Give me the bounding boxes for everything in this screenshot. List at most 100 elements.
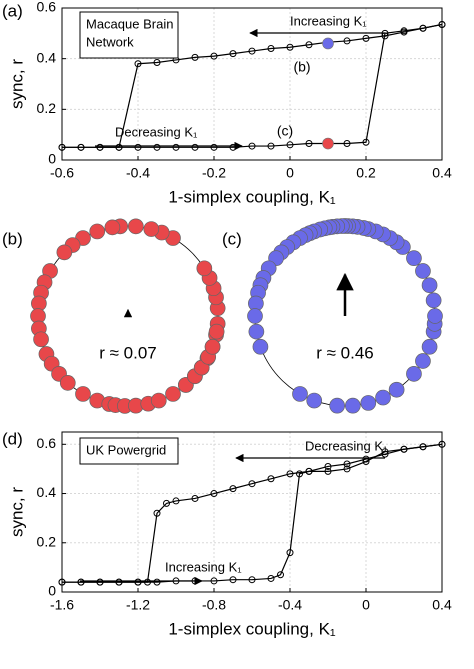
data-point: [229, 576, 237, 584]
series-label: Decreasing K₁: [305, 438, 388, 453]
data-point: [400, 445, 408, 453]
data-point: [362, 455, 370, 463]
network-label: Macaque Brain: [86, 16, 173, 31]
data-point: [362, 138, 370, 146]
data-point: [163, 499, 170, 507]
data-point: [248, 47, 256, 55]
data-point: [77, 578, 85, 586]
oscillator: [406, 366, 422, 382]
data-point: [210, 490, 218, 498]
data-point: [144, 578, 151, 586]
data-point: [267, 574, 275, 582]
y-axis-label: sync, r: [7, 487, 26, 537]
data-point: [77, 143, 85, 151]
data-point: [115, 143, 123, 151]
axes-box: [61, 431, 443, 593]
data-point: [286, 549, 294, 557]
data-point: [343, 37, 351, 45]
network-label: UK Powergrid: [86, 442, 166, 457]
data-point: [229, 50, 237, 58]
data-point: [134, 60, 142, 68]
oscillator: [421, 277, 438, 294]
oscillator: [165, 386, 181, 402]
data-point: [343, 465, 351, 473]
oscillator: [306, 392, 323, 409]
oscillator: [204, 338, 221, 355]
x-tick-label: 0.2: [356, 165, 376, 181]
y-tick-label: 0.4: [37, 49, 57, 65]
data-point: [286, 43, 294, 51]
data-point: [191, 494, 199, 502]
data-point: [267, 475, 275, 483]
y-tick-label: 0.2: [37, 100, 57, 116]
data-point: [400, 28, 408, 36]
x-axis-label: 1-simplex coupling, K₁: [168, 187, 336, 206]
data-point: [153, 58, 161, 66]
x-tick-label: -0.8: [202, 597, 226, 613]
data-point: [419, 24, 427, 32]
oscillator: [59, 375, 76, 391]
x-tick-label: -0.4: [126, 165, 150, 181]
oscillator: [425, 292, 442, 309]
data-point: [172, 497, 180, 505]
data-point: [286, 470, 294, 478]
data-point: [153, 509, 161, 517]
oscillator: [421, 338, 438, 355]
data-point: [267, 142, 275, 150]
oscillator: [247, 308, 263, 324]
data-point: [305, 41, 313, 49]
data-point: [438, 440, 446, 448]
panel-label: (a): [2, 1, 23, 20]
panel-label: (c): [222, 229, 242, 248]
data-point: [210, 577, 218, 585]
y-tick-label: 0.6: [37, 435, 57, 451]
oscillator: [292, 386, 308, 402]
data-point: [191, 143, 199, 151]
oscillator: [150, 392, 167, 409]
y-tick-label: 0: [48, 151, 56, 167]
x-tick-label: -1.2: [126, 597, 150, 613]
oscillator: [344, 397, 361, 414]
branch-label: (b): [293, 59, 310, 75]
oscillator: [427, 308, 443, 324]
oscillator: [252, 338, 269, 355]
r-label: r ≈ 0.07: [99, 343, 157, 362]
data-point: [267, 45, 275, 53]
oscillator: [143, 221, 160, 237]
oscillator: [415, 353, 431, 369]
oscillator: [89, 223, 106, 240]
oscillator: [406, 250, 422, 266]
oscillator: [208, 323, 225, 340]
data-point: [296, 470, 303, 478]
network-label: Network: [86, 34, 134, 49]
oscillator: [56, 244, 73, 261]
x-tick-label: 0.4: [432, 165, 452, 181]
data-point: [305, 467, 313, 475]
data-point: [324, 462, 332, 470]
data-point: [210, 52, 218, 60]
data-point: [381, 32, 389, 40]
network-box: [79, 437, 179, 465]
panel-label: (d): [2, 429, 23, 448]
data-point: [58, 143, 66, 151]
data-point: [419, 443, 427, 451]
data-point: [343, 140, 351, 148]
data-point: [248, 480, 256, 488]
oscillator: [196, 260, 213, 277]
data-point: [191, 53, 199, 61]
data-point: [115, 578, 123, 586]
branch-label: (c): [277, 123, 293, 139]
y-tick-label: 0.6: [37, 0, 57, 15]
oscillator: [104, 219, 121, 236]
oscillator: [415, 263, 431, 279]
series-label: Increasing K₁: [290, 13, 367, 28]
series-line: [62, 23, 443, 148]
data-point: [134, 578, 142, 586]
y-axis-label: sync, r: [7, 59, 26, 109]
data-point: [248, 142, 256, 150]
r-label: r ≈ 0.46: [316, 343, 374, 362]
oscillator: [75, 386, 91, 402]
data-point: [134, 143, 142, 151]
x-tick-label: -0.4: [278, 597, 302, 613]
